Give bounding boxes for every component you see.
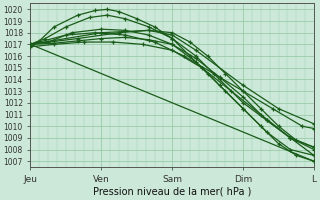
X-axis label: Pression niveau de la mer( hPa ): Pression niveau de la mer( hPa ): [93, 187, 252, 197]
